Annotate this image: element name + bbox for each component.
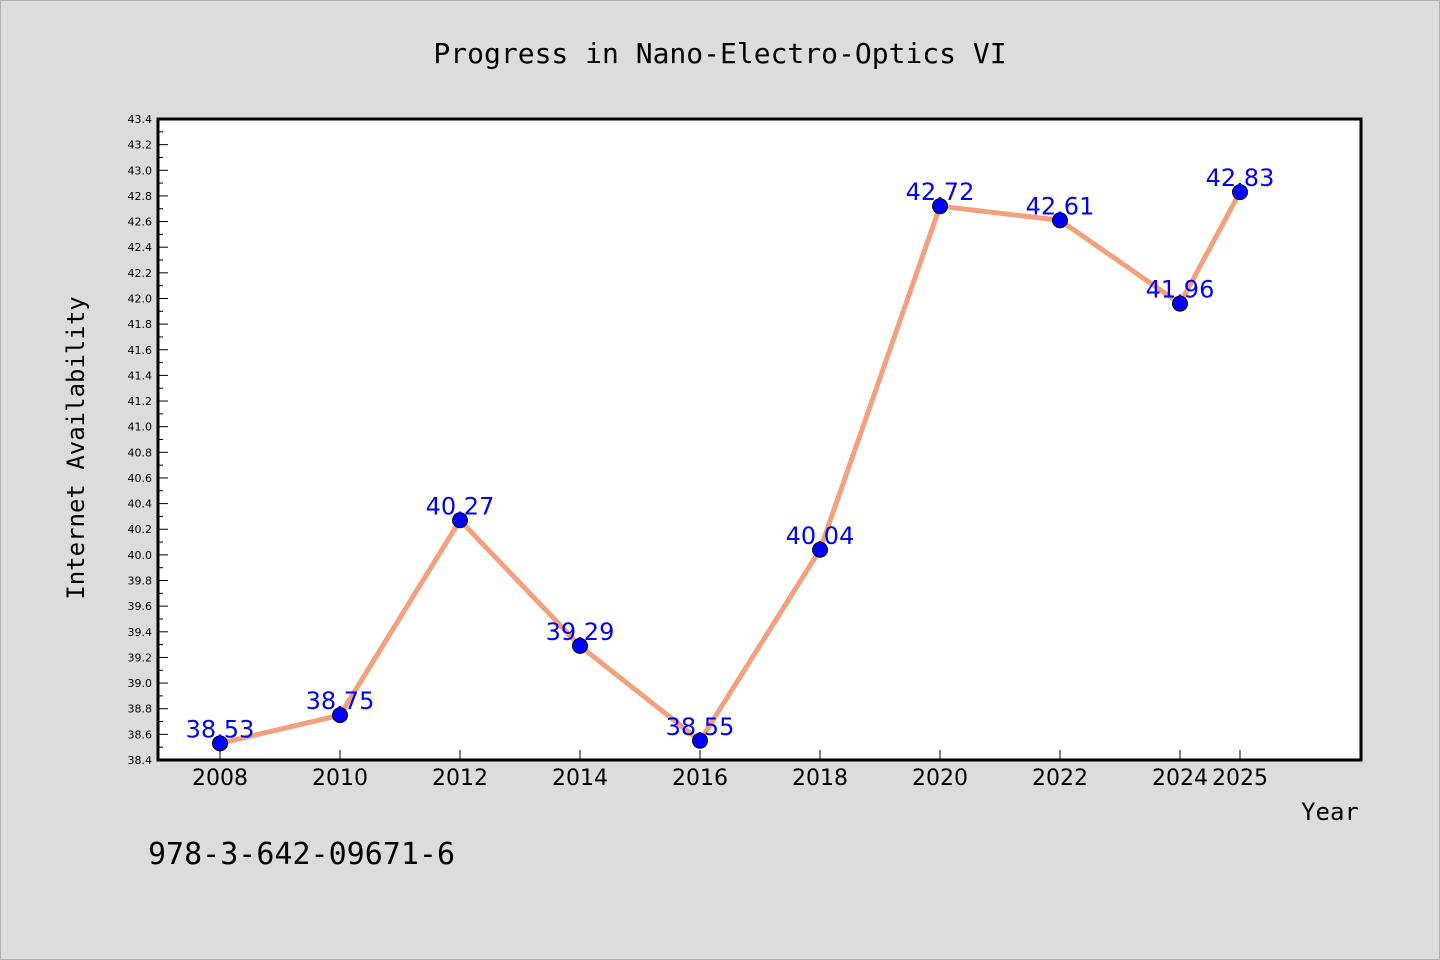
data-point — [572, 637, 588, 654]
data-point — [1232, 184, 1248, 201]
data-label-group: 38.53 38.75 40.27 39.29 38.55 40.04 42.72 42.61… — [186, 164, 1275, 743]
data-label: 39.29 — [546, 618, 615, 646]
data-point — [692, 732, 708, 749]
y-tick-label: 42.0 — [128, 292, 153, 305]
series-line-group — [212, 184, 1248, 752]
y-tick-label: 42.8 — [128, 190, 153, 203]
y-tick-label: 42.4 — [128, 241, 153, 254]
data-point — [212, 735, 228, 752]
x-tick-label: 2022 — [1032, 766, 1088, 791]
data-point — [812, 541, 828, 558]
data-label: 38.53 — [186, 715, 255, 743]
y-tick-label: 42.6 — [128, 216, 153, 229]
y-tick-label: 40.4 — [128, 498, 153, 511]
data-label: 42.61 — [1026, 192, 1095, 220]
plot-area — [156, 117, 1363, 762]
y-tick-label: 40.0 — [128, 549, 153, 562]
data-label: 38.55 — [666, 713, 735, 741]
y-tick-label: 39.0 — [128, 677, 153, 690]
data-label: 41.96 — [1146, 276, 1215, 304]
y-tick-label: 38.4 — [128, 754, 153, 767]
chart-title: Progress in Nano-Electro-Optics VI — [433, 37, 1006, 70]
x-tick-label: 2010 — [312, 766, 368, 791]
data-point — [332, 707, 348, 724]
x-tick-label: 2024 — [1152, 766, 1208, 791]
y-axis-label: Internet Availability — [62, 296, 90, 599]
y-tick-label: 39.4 — [128, 626, 153, 639]
x-tick-label: 2008 — [192, 766, 248, 791]
y-tick-label: 41.4 — [128, 369, 153, 382]
x-axis-label: Year — [1301, 798, 1359, 826]
data-label: 42.72 — [906, 178, 975, 206]
y-tick-label: 38.8 — [128, 703, 153, 716]
x-tick-label: 2014 — [552, 766, 608, 791]
y-tick-label: 41.6 — [128, 344, 153, 357]
isbn-text: 978-3-642-09671-6 — [148, 837, 455, 872]
x-tick-label: 2020 — [912, 766, 968, 791]
y-tick-label: 43.4 — [128, 113, 153, 126]
y-tick-label: 43.2 — [128, 139, 153, 152]
y-tick-label: 40.2 — [128, 523, 153, 536]
x-tick-label: 2025 — [1212, 766, 1268, 791]
y-tick-label: 40.8 — [128, 446, 153, 459]
data-label: 42.83 — [1206, 164, 1275, 192]
data-point — [1172, 295, 1188, 312]
y-tick-label: 38.6 — [128, 728, 153, 741]
series-line — [217, 189, 1243, 746]
data-point — [932, 198, 948, 215]
y-tick-label: 42.2 — [128, 267, 153, 280]
data-point — [1052, 212, 1068, 229]
y-tick-label: 43.0 — [128, 164, 153, 177]
y-tick-label: 41.2 — [128, 395, 153, 408]
data-point — [452, 512, 468, 529]
x-tick-label: 2012 — [432, 766, 488, 791]
y-tick-label: 40.6 — [128, 472, 153, 485]
y-tick-label: 41.0 — [128, 421, 153, 434]
y-tick-label: 39.2 — [128, 651, 153, 664]
x-tick-label: 2016 — [672, 766, 728, 791]
data-label: 40.04 — [786, 522, 855, 550]
data-label: 40.27 — [426, 492, 495, 520]
y-axis: 38.4 38.6 38.8 39.0 39.2 39.4 39.6 39.8 40.0 40.2… — [128, 113, 168, 767]
x-axis: 2008 2010 2012 2014 2016 2018 2020 2022 2024 2025 — [192, 750, 1268, 791]
x-tick-label: 2018 — [792, 766, 848, 791]
data-label: 38.75 — [306, 687, 375, 715]
y-tick-label: 41.8 — [128, 318, 153, 331]
y-tick-label: 39.8 — [128, 575, 153, 588]
y-tick-label: 39.6 — [128, 600, 153, 613]
